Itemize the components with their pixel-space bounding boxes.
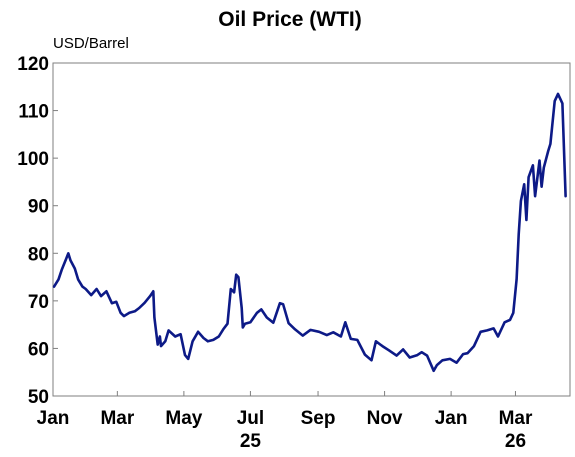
x-tick-label: Jan [435,408,468,429]
y-tick-label: 120 [17,54,49,75]
plot-area-frame [52,62,571,397]
x-tick-label: Nov [367,408,403,429]
chart-title: Oil Price (WTI) [218,8,362,31]
x-year-label: 26 [505,431,526,452]
x-tick-label: Sep [301,408,336,429]
x-tick-label: Mar [100,408,134,429]
x-tick-label: May [165,408,202,429]
y-axis-ticks: 50 60 70 80 90 100 110 120 [17,54,58,408]
x-tick-label: Jan [37,408,70,429]
y-tick-label: 80 [28,244,49,265]
y-axis-unit-label: USD/Barrel [53,35,129,52]
x-tick-label: Mar [499,408,533,429]
x-tick-label: Jul [237,408,264,429]
x-axis-ticks: Jan Mar May Jul Sep Nov Jan Mar 25 26 [37,391,533,452]
y-tick-label: 50 [28,387,49,408]
y-tick-label: 60 [28,339,49,360]
y-tick-label: 70 [28,292,49,313]
y-tick-label: 90 [28,197,49,218]
y-tick-label: 110 [18,102,49,123]
x-year-label: 25 [240,431,262,452]
wti-price-series-line [52,92,567,373]
y-tick-label: 100 [17,149,49,170]
